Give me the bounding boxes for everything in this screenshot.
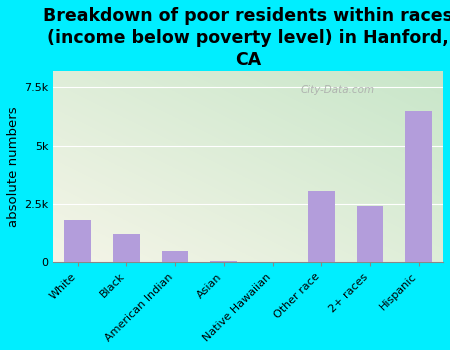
Title: Breakdown of poor residents within races
(income below poverty level) in Hanford: Breakdown of poor residents within races… — [43, 7, 450, 69]
Bar — [162, 251, 189, 262]
Bar — [210, 261, 237, 262]
Bar — [308, 191, 335, 262]
Bar — [64, 220, 91, 262]
Bar — [356, 206, 383, 262]
Y-axis label: absolute numbers: absolute numbers — [7, 106, 20, 227]
Bar — [113, 234, 140, 262]
Bar — [405, 111, 432, 262]
Text: City-Data.com: City-Data.com — [301, 85, 375, 95]
